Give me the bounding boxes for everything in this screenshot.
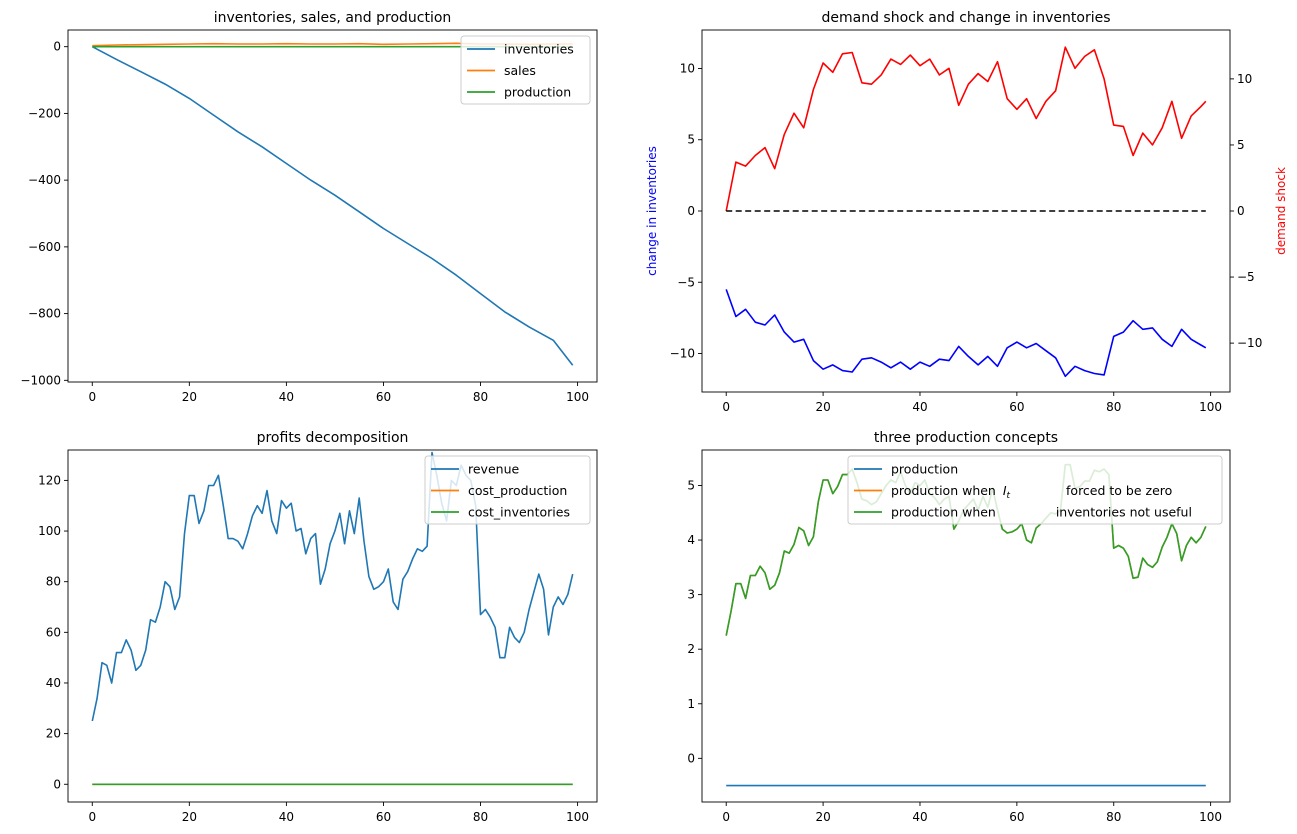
x-tick-label: 80	[1106, 810, 1121, 824]
y-tick-label: 5	[687, 478, 695, 492]
x-tick-label: 100	[1199, 810, 1222, 824]
legend-label: inventories	[504, 42, 574, 57]
y-tick-label: 0	[687, 751, 695, 765]
chart-title: inventories, sales, and production	[214, 10, 452, 26]
legend-box	[847, 455, 1223, 525]
series-line-1	[91, 45, 574, 366]
x-tick-label: 20	[815, 810, 830, 824]
y-tick-label: 1	[687, 697, 695, 711]
chart-title: three production concepts	[874, 430, 1058, 446]
y-tick-label: 5	[687, 133, 695, 147]
x-tick-label: 20	[182, 810, 197, 824]
legend-box	[460, 35, 591, 105]
x-tick-label: 40	[279, 390, 294, 404]
series-line-1	[91, 451, 574, 722]
legend-box	[424, 455, 591, 525]
x-tick-label: 80	[473, 390, 488, 404]
y-tick-label: −1000	[20, 373, 61, 387]
y-tick-label: −800	[28, 307, 61, 321]
axes-frame	[701, 449, 1231, 803]
x-tick-label: 0	[88, 390, 96, 404]
legend: production production when It forced to b…	[847, 455, 1223, 525]
series-line-1	[725, 289, 1207, 378]
y-tick-label: −600	[28, 240, 61, 254]
y-tick-label: 100	[38, 524, 61, 538]
chart-2: 0 20 40 60 80 100 10 5 0 −5 −10 10 5 0 −5 −10 demand sho…	[645, 10, 1288, 414]
legend-label: production	[504, 85, 571, 100]
y-tick-label: 20	[46, 727, 61, 741]
y-tick-label: −400	[28, 173, 61, 187]
legend: inventories sales production	[460, 35, 591, 105]
x-tick-label: 20	[815, 400, 830, 414]
legend-label: revenue	[468, 462, 519, 477]
legend-label: cost_production	[468, 483, 567, 498]
x-tick-label: 100	[566, 810, 589, 824]
chart-title: demand shock and change in inventories	[821, 10, 1110, 26]
x-tick-label: 60	[376, 390, 391, 404]
y2-axis-label: demand shock	[1274, 167, 1288, 255]
legend-label: production	[891, 462, 958, 477]
x-tick-label: 0	[722, 810, 730, 824]
y2-tick-label: 0	[1237, 204, 1245, 218]
y-tick-label: 0	[53, 40, 61, 54]
y-tick-label: 10	[680, 61, 695, 75]
y2-tick-label: −10	[1237, 336, 1262, 350]
legend-label: production when inventories not useful	[891, 505, 1192, 520]
y2-tick-label: 10	[1237, 72, 1252, 86]
y-tick-label: 80	[46, 575, 61, 589]
chart-3: 0 20 40 60 80 100 0 20 40 60 80 100 120 profits decom…	[38, 430, 598, 824]
x-tick-label: 20	[182, 390, 197, 404]
x-tick-label: 40	[279, 810, 294, 824]
y-tick-label: 4	[687, 533, 695, 547]
x-tick-label: 40	[912, 810, 927, 824]
y-tick-label: 0	[53, 777, 61, 791]
x-tick-label: 80	[1106, 400, 1121, 414]
x-tick-label: 100	[566, 390, 589, 404]
legend-label: cost_inventories	[468, 505, 570, 520]
x-tick-label: 100	[1199, 400, 1222, 414]
x-tick-label: 60	[1009, 810, 1024, 824]
x-tick-label: 60	[1009, 400, 1024, 414]
y-tick-label: −200	[28, 106, 61, 120]
legend: revenue cost_production cost_inventories	[424, 455, 591, 525]
y-tick-label: 3	[687, 588, 695, 602]
y-tick-label: 0	[687, 204, 695, 218]
x-tick-label: 0	[88, 810, 96, 824]
y-tick-label: −5	[677, 275, 695, 289]
chart-4: 0 20 40 60 80 100 0 1 2 3 4 5 three production conce…	[687, 430, 1231, 824]
legend-label: production when It forced to be zero	[891, 483, 1172, 501]
chart-1: 0 20 40 60 80 100 0 −200 −400 −600 −800 −1000 invent…	[20, 10, 598, 404]
chart-title: profits decomposition	[257, 430, 409, 446]
x-tick-label: 60	[376, 810, 391, 824]
x-tick-label: 0	[722, 400, 730, 414]
y2-tick-label: 5	[1237, 138, 1245, 152]
legend-label: sales	[504, 63, 536, 78]
series-line-2	[725, 46, 1207, 212]
axes-frame	[67, 449, 598, 803]
x-tick-label: 40	[912, 400, 927, 414]
axes-frame	[67, 29, 598, 383]
y2-tick-label: −5	[1237, 270, 1255, 284]
y-tick-label: 2	[687, 642, 695, 656]
y-tick-label: 60	[46, 625, 61, 639]
x-tick-label: 80	[473, 810, 488, 824]
y-tick-label: −10	[670, 347, 695, 361]
y-axis-label: change in inventories	[645, 146, 659, 276]
y-tick-label: 120	[38, 473, 61, 487]
y-tick-label: 40	[46, 676, 61, 690]
